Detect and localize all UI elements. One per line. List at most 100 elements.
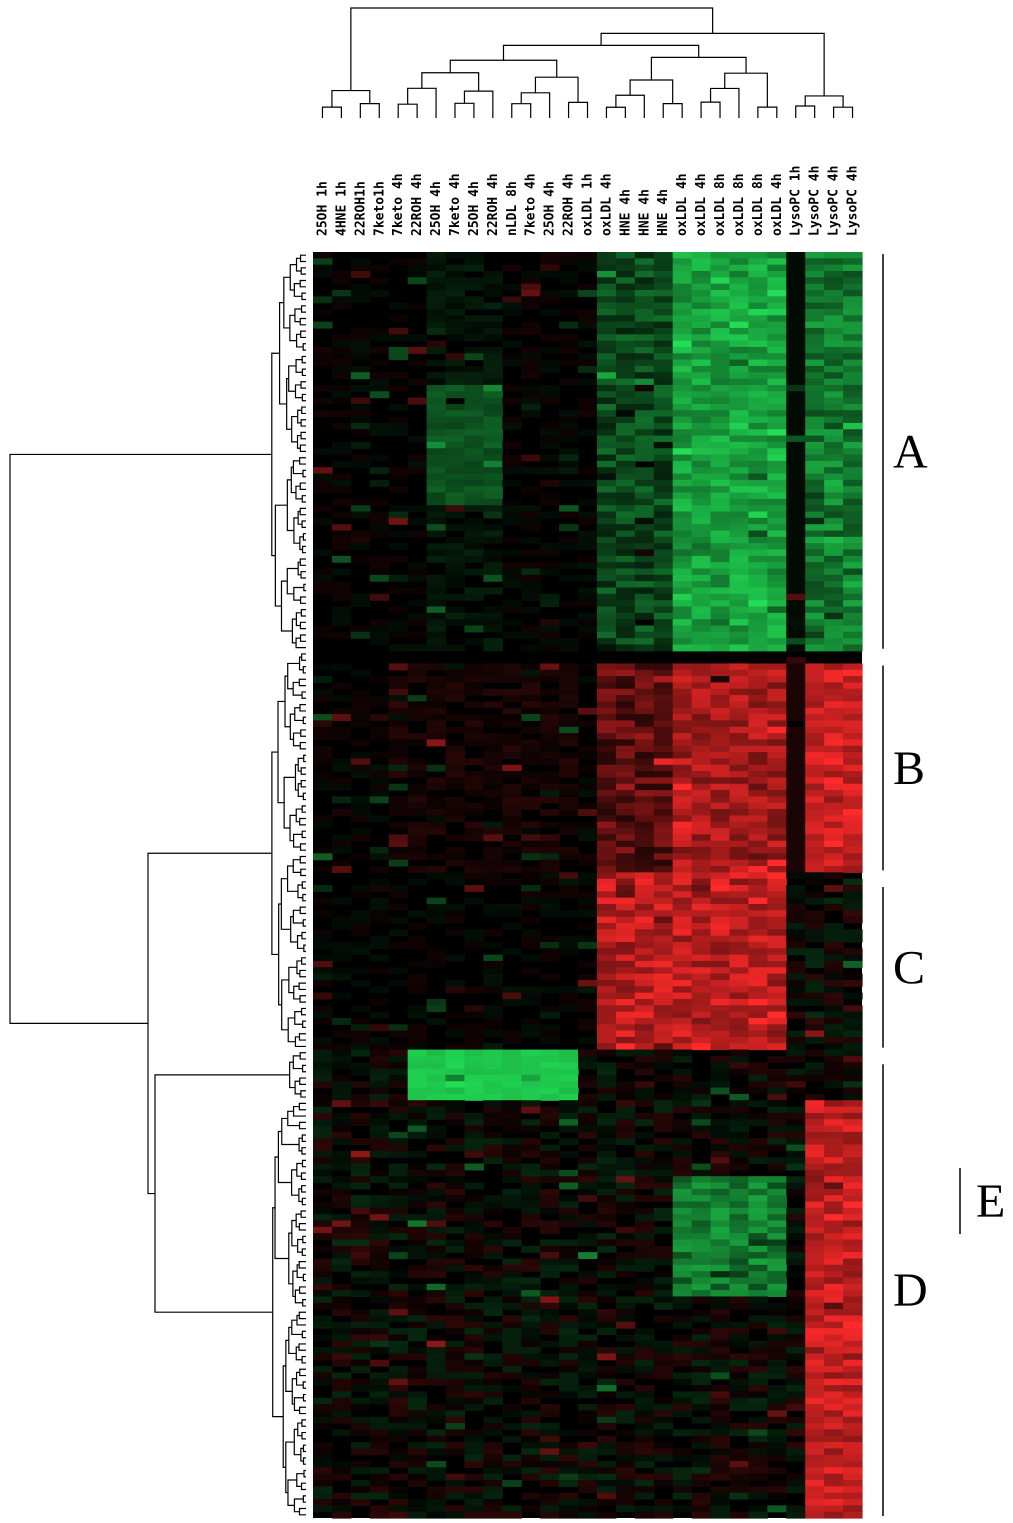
heatmap-cell [426,1220,447,1228]
heatmap-cell [805,1125,825,1133]
heatmap-cell [578,353,598,361]
heatmap-cell [805,1036,825,1044]
heatmap-cell [578,1309,598,1317]
heatmap-cell [843,1473,863,1481]
heatmap-cell [805,929,825,937]
heatmap-cell [691,872,712,880]
heatmap-cell [634,340,655,348]
heatmap-cell [464,1435,484,1443]
heatmap-cell [767,334,787,342]
heatmap-cell [653,910,674,918]
column-label: oxLDL 4h [599,173,614,236]
heatmap-cell [313,353,333,361]
heatmap-cell [824,289,844,297]
heatmap-cell [748,922,768,930]
heatmap-cell [615,1024,636,1032]
heatmap-cell [653,1315,674,1323]
heatmap-cell [691,878,712,886]
heatmap-cell [843,1410,863,1418]
heatmap-cell [672,289,693,297]
heatmap-cell [578,1055,598,1063]
heatmap-cell [464,1163,484,1171]
heatmap-cell [824,574,844,582]
heatmap-cell [805,1068,825,1076]
heatmap-cell [426,1442,447,1449]
heatmap-cell [350,1005,371,1013]
heatmap-cell [729,264,750,272]
heatmap-cell [313,1283,333,1291]
heatmap-cell [729,979,750,987]
heatmap-cell [710,511,731,519]
heatmap-cell [615,524,636,532]
heatmap-cell [615,1302,636,1310]
heatmap-cell [691,315,712,323]
heatmap-cell [540,441,560,449]
heatmap-cell [313,853,333,861]
heatmap-cell [786,454,806,462]
dendrogram-branch [449,59,558,78]
heatmap-cell [653,1119,674,1127]
heatmap-cell [445,1410,466,1418]
heatmap-cell [464,1150,484,1158]
heatmap-cell [369,1024,390,1032]
heatmap-cell [407,1093,428,1101]
heatmap-cell [540,1264,560,1272]
heatmap-cell [634,1385,655,1392]
heatmap-cell [331,1391,352,1399]
heatmap-cell [634,1239,655,1247]
heatmap-cell [672,1226,693,1234]
heatmap-cell [388,334,409,342]
heatmap-cell [464,1068,484,1076]
dendrogram-branch [301,292,306,301]
heatmap-cell [786,435,806,443]
heatmap-cell [634,922,655,930]
heatmap-cell [559,986,579,994]
heatmap-cell [407,910,428,918]
heatmap-cell [502,454,522,462]
heatmap-cell [672,941,693,949]
heatmap-cell [615,986,636,994]
heatmap-cell [843,1258,863,1266]
heatmap-cell [672,536,693,544]
heatmap-cell [786,492,806,500]
heatmap-cell [464,327,484,335]
heatmap-cell [502,1296,522,1304]
heatmap-cell [729,726,750,734]
heatmap-cell [824,1416,844,1424]
heatmap-cell [596,258,617,266]
heatmap-cell [767,954,787,962]
heatmap-cell [445,1340,466,1348]
heatmap-cell [748,422,768,430]
heatmap-cell [483,802,503,810]
heatmap-cell [483,568,503,576]
heatmap-cell [843,1157,863,1165]
heatmap-cell [483,1505,503,1513]
heatmap-cell [596,1119,617,1127]
heatmap-cell [350,1347,371,1355]
heatmap-cell [710,1106,731,1114]
heatmap-cell [388,1226,409,1234]
heatmap-cell [540,758,560,766]
heatmap-cell [559,359,579,367]
heatmap-cell [805,473,825,481]
heatmap-cell [350,891,371,899]
dendrogram-branch [301,1431,306,1440]
heatmap-cell [559,1492,579,1500]
heatmap-cell [805,384,825,392]
heatmap-cell [521,941,541,949]
heatmap-cell [426,1461,447,1468]
heatmap-cell [369,1385,390,1392]
heatmap-cell [672,998,693,1006]
heatmap-cell [767,454,787,462]
heatmap-cell [540,941,560,949]
heatmap-cell [843,498,863,506]
heatmap-cell [596,277,617,285]
heatmap-cell [748,1454,768,1462]
heatmap-cell [748,321,768,329]
heatmap-cell [729,973,750,981]
heatmap-cell [407,834,428,842]
heatmap-cell [559,1169,579,1177]
heatmap-cell [729,1245,750,1253]
heatmap-cell [805,986,825,994]
heatmap-cell [672,270,693,278]
